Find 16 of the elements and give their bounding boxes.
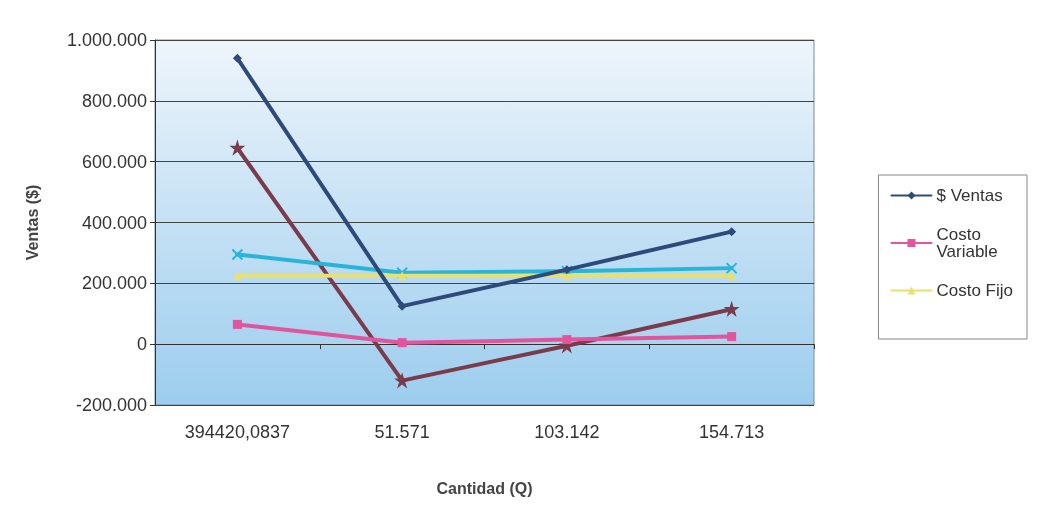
x-axis-title: Cantidad (Q) xyxy=(436,479,533,497)
x-tick-label: 154.713 xyxy=(699,422,765,442)
legend-label: $ Ventas xyxy=(936,186,1003,205)
legend-label: Costo Fijo xyxy=(936,281,1014,300)
y-tick-label: 1.000.000 xyxy=(66,30,147,50)
y-tick-label: -200.000 xyxy=(75,395,147,415)
y-axis-title: Ventas ($) xyxy=(23,184,41,261)
x-tick-label: 394420,0837 xyxy=(184,422,290,442)
y-tick-label: 0 xyxy=(136,334,147,355)
x-tick-label: 103.142 xyxy=(534,422,600,442)
y-tick-label: 200.000 xyxy=(81,273,147,294)
legend-label: Costo Variable xyxy=(936,225,998,261)
y-tick-label: 400.000 xyxy=(81,212,147,233)
y-tick-label: 600.000 xyxy=(81,151,147,172)
y-tick-label: 800.000 xyxy=(81,90,147,111)
x-tick-label: 51.571 xyxy=(374,422,430,442)
